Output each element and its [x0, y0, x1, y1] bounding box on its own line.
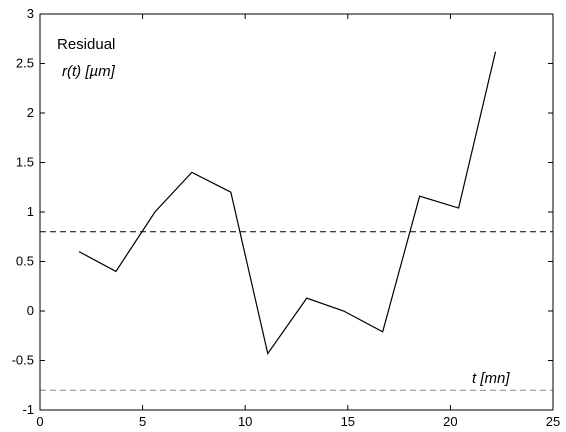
x-tick-label: 0 — [36, 414, 43, 429]
ticks: 0 5 10 15 20 25 -1 -0.5 0 0.5 1 1.5 2 2.5 3 — [12, 6, 561, 429]
plot-frame — [39, 13, 554, 411]
x-tick-label: 10 — [238, 414, 252, 429]
axes — [39, 13, 554, 411]
x-tick-label: 15 — [341, 414, 355, 429]
series-layer — [78, 51, 497, 356]
y-tick-label: 0.5 — [16, 254, 34, 269]
chart-annotation-ylabel: r(t) [µm] — [62, 63, 116, 80]
y-tick-label: 2.5 — [16, 56, 34, 71]
x-tick-label: 25 — [546, 414, 560, 429]
x-tick-label: 20 — [443, 414, 457, 429]
y-tick-label: 1.5 — [16, 155, 34, 170]
series-line-1 — [78, 51, 497, 356]
chart-annotation-xlabel: t [mn] — [472, 370, 510, 387]
y-tick-label: 2 — [27, 105, 34, 120]
chart-annotation-residual: Residual — [57, 36, 115, 53]
reference-lines — [40, 231, 553, 391]
y-tick-label: -1 — [22, 402, 34, 417]
y-tick-label: 0 — [27, 303, 34, 318]
y-tick-label: 1 — [27, 204, 34, 219]
y-tick-label: 3 — [27, 6, 34, 21]
y-tick-label: -0.5 — [12, 353, 34, 368]
x-tick-label: 5 — [139, 414, 146, 429]
